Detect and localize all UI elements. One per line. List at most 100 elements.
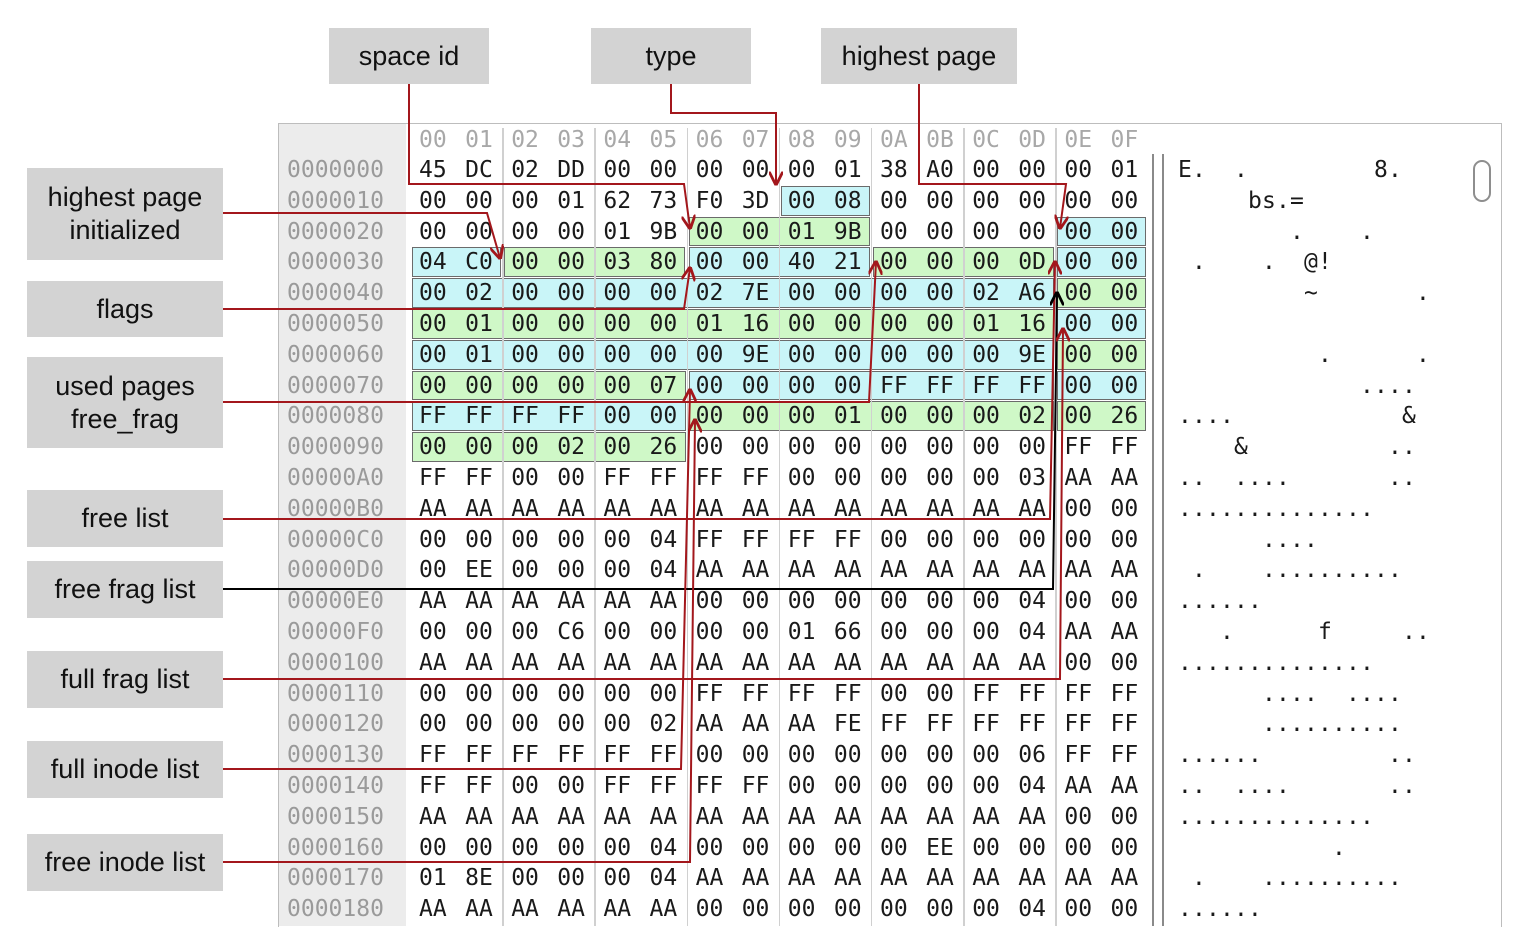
hex-byte: 00 <box>1018 157 1046 183</box>
hex-byte: FF <box>787 526 816 553</box>
hex-byte: AA <box>557 649 585 676</box>
hex-byte: 00 <box>787 465 816 491</box>
hex-byte: 00 <box>695 249 724 276</box>
scrollbar-thumb[interactable] <box>1473 160 1491 202</box>
hex-byte: 02 <box>465 280 493 307</box>
hex-byte: FF <box>511 403 539 430</box>
hex-byte: AA <box>465 649 493 676</box>
hex-byte: 00 <box>972 588 1000 615</box>
leader-free-list <box>223 262 1055 520</box>
hex-byte: 00 <box>603 557 632 584</box>
hex-byte: 00 <box>833 434 862 461</box>
hex-byte: 04 <box>649 834 678 861</box>
hex-byte: FF <box>649 742 678 769</box>
hex-byte: FF <box>1018 372 1046 399</box>
hex-byte: 00 <box>972 341 1000 368</box>
hex-byte: FF <box>465 403 493 430</box>
hex-byte: 00 <box>1110 311 1139 337</box>
hex-byte: AA <box>511 649 539 676</box>
ascii-text: . .......... <box>1178 557 1402 584</box>
column-header: 01 <box>465 127 493 153</box>
hex-byte: 00 <box>511 619 539 645</box>
hex-byte: 00 <box>741 249 770 276</box>
hex-byte: 00 <box>419 311 447 337</box>
hex-byte: AA <box>972 649 1000 676</box>
group-divider <box>778 128 781 926</box>
hex-byte: 01 <box>1110 157 1139 183</box>
hex-byte: AA <box>419 649 447 676</box>
hex-byte: 00 <box>833 372 862 399</box>
hex-byte: FF <box>972 680 1000 707</box>
hex-byte: 00 <box>926 619 954 645</box>
hex-byte: 00 <box>926 311 954 337</box>
hex-byte: 00 <box>603 834 632 861</box>
ascii-text: .............. <box>1178 803 1374 830</box>
hex-byte: 40 <box>787 249 816 276</box>
row-address: 0000150 <box>287 803 384 830</box>
hex-byte: AA <box>926 557 954 584</box>
hex-byte: FF <box>880 372 908 399</box>
hex-byte: 00 <box>880 434 908 461</box>
hex-byte: AA <box>557 896 585 923</box>
hex-byte: 00 <box>1110 649 1139 676</box>
hex-byte: FF <box>1064 742 1093 769</box>
ascii-text: E. . 8. <box>1178 157 1402 183</box>
hex-byte: 00 <box>557 711 585 738</box>
hex-byte: 00 <box>787 773 816 799</box>
hex-byte: AA <box>741 711 770 738</box>
hex-byte: 00 <box>880 896 908 923</box>
row-address: 0000020 <box>287 218 384 245</box>
hex-byte: 00 <box>880 249 908 276</box>
hex-byte: A0 <box>926 157 954 183</box>
hex-byte: AA <box>695 649 724 676</box>
label-space-id: space id <box>329 28 489 84</box>
hex-byte: 04 <box>1018 896 1046 923</box>
hex-byte: 7E <box>741 280 770 307</box>
hex-byte: AA <box>557 495 585 522</box>
hex-byte: 00 <box>787 896 816 923</box>
hex-byte: AA <box>511 495 539 522</box>
hex-byte: 00 <box>787 834 816 861</box>
hex-byte: 00 <box>741 157 770 183</box>
hex-byte: 00 <box>695 619 724 645</box>
hex-byte: FF <box>972 372 1000 399</box>
hex-byte: F0 <box>695 187 724 214</box>
leader-highest-page <box>918 84 1066 228</box>
hex-byte: AA <box>833 649 862 676</box>
hex-byte: AA <box>603 588 632 615</box>
hex-byte: AA <box>741 557 770 584</box>
hex-byte: AA <box>1110 773 1139 799</box>
hex-byte: AA <box>880 495 908 522</box>
hex-byte: AA <box>419 495 447 522</box>
hex-byte: 66 <box>833 619 862 645</box>
ascii-text: . . <box>1178 341 1430 368</box>
hex-byte: 00 <box>1018 834 1046 861</box>
hex-byte: 9B <box>649 218 678 245</box>
hex-byte: 00 <box>1110 249 1139 276</box>
hex-byte: 00 <box>880 465 908 491</box>
hex-byte: 00 <box>880 773 908 799</box>
hex-byte: 01 <box>557 187 585 214</box>
row-address: 0000130 <box>287 742 384 769</box>
hex-byte: 26 <box>1110 403 1139 430</box>
row-address: 0000060 <box>287 341 384 368</box>
hex-byte: 00 <box>926 403 954 430</box>
hex-byte: AA <box>787 803 816 830</box>
hex-byte: 00 <box>695 588 724 615</box>
hex-byte: 00 <box>511 434 539 461</box>
hex-byte: 00 <box>741 742 770 769</box>
hex-byte: 00 <box>1064 495 1093 522</box>
label-flags: flags <box>27 281 223 337</box>
hex-byte: FF <box>1064 680 1093 707</box>
ascii-text: .... .... <box>1178 680 1402 707</box>
hex-byte: FF <box>695 680 724 707</box>
hex-byte: AA <box>880 649 908 676</box>
hex-byte: FE <box>833 711 862 738</box>
hex-byte: 00 <box>880 619 908 645</box>
hex-byte: AA <box>833 557 862 584</box>
hex-byte: 00 <box>419 280 447 307</box>
label-full-frag-list: full frag list <box>27 651 223 708</box>
hex-byte: 02 <box>557 434 585 461</box>
hex-byte: C6 <box>557 619 585 645</box>
